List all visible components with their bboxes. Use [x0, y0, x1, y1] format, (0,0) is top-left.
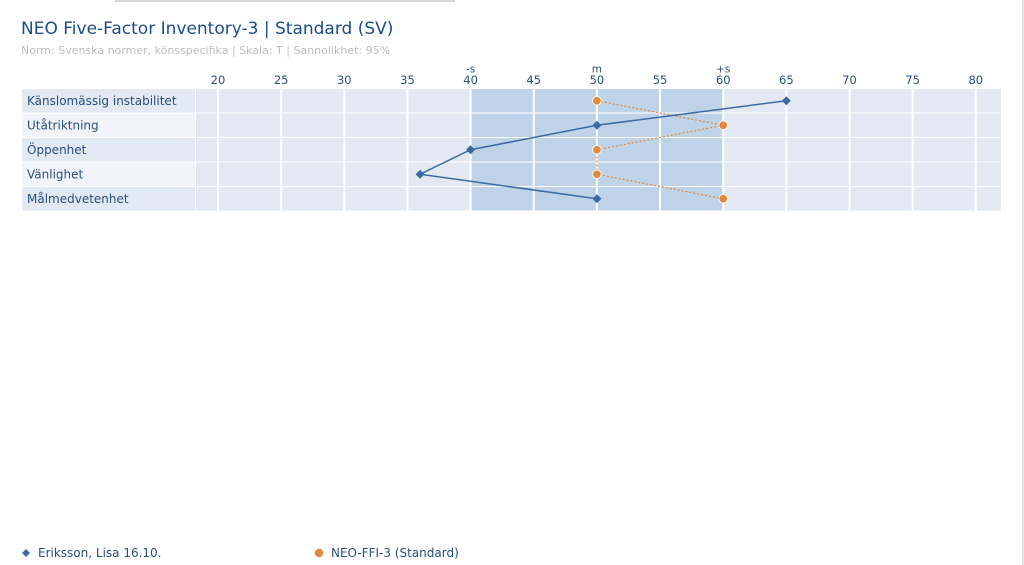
tick-label: 60 [716, 73, 731, 87]
row-label-cell [22, 113, 195, 137]
legend-item-norm: NEO-FFI-3 (Standard) [314, 546, 459, 560]
norm-point [592, 96, 602, 106]
person-point [592, 120, 602, 130]
tick-label: 80 [968, 73, 983, 87]
row-label: Vänlighet [27, 168, 84, 182]
row-label-cell [22, 162, 195, 186]
row-label-cell [22, 89, 195, 113]
top-border-segment [115, 0, 455, 2]
tick-label: 25 [274, 73, 289, 87]
norm-point [592, 145, 602, 155]
tick-label: 40 [463, 73, 478, 87]
tick-label: 70 [842, 73, 857, 87]
reference-mark-label: m [592, 64, 602, 76]
reference-mark-label: -s [466, 64, 475, 76]
person-point [781, 96, 791, 106]
right-edge-divider [1022, 0, 1024, 565]
tick-label: 55 [653, 73, 668, 87]
norm-point [718, 194, 728, 204]
norm-point [718, 120, 728, 130]
person-point [415, 169, 425, 179]
row-label: Målmedvetenhet [27, 192, 129, 206]
norm-point [592, 169, 602, 179]
diamond-marker-icon [21, 548, 33, 558]
legend-label-person: Eriksson, Lisa 16.10. [38, 546, 162, 560]
row-label: Utåtriktning [27, 119, 99, 133]
row-label-cell [22, 187, 195, 211]
tick-label: 65 [779, 73, 794, 87]
legend-item-person: Eriksson, Lisa 16.10. [21, 546, 162, 560]
row-label: Öppenhet [27, 141, 87, 157]
person-point [466, 145, 476, 155]
tick-label: 45 [526, 73, 541, 87]
tick-label: 30 [337, 73, 352, 87]
tick-label: 75 [905, 73, 920, 87]
row-label-cell [22, 138, 195, 162]
top-border [0, 0, 1024, 2]
legend-label-norm: NEO-FFI-3 (Standard) [331, 546, 459, 560]
page-title: NEO Five-Factor Inventory-3 | Standard (… [21, 19, 394, 39]
tick-label: 35 [400, 73, 415, 87]
tick-label: 20 [211, 73, 226, 87]
person-point [592, 194, 602, 204]
row-label: Känslomässig instabilitet [27, 94, 177, 108]
reference-mark-label: +s [716, 64, 730, 76]
circle-marker-icon [314, 548, 326, 558]
tick-label: 50 [590, 73, 605, 87]
page-subtitle: Norm: Svenska normer, könsspecifika | Sk… [21, 44, 391, 57]
